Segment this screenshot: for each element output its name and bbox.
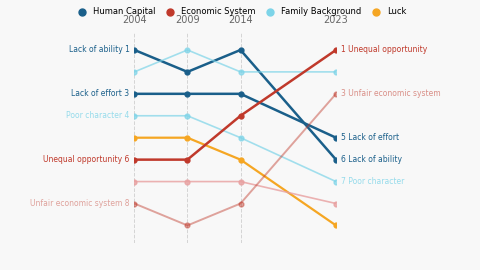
Text: Unequal opportunity 6: Unequal opportunity 6 (43, 155, 130, 164)
Text: 2023: 2023 (324, 15, 348, 25)
Text: 2004: 2004 (122, 15, 147, 25)
Text: 5 Lack of effort: 5 Lack of effort (341, 133, 399, 142)
Legend: Human Capital, Economic System, Family Background, Luck: Human Capital, Economic System, Family B… (70, 4, 410, 20)
Text: Lack of effort 3: Lack of effort 3 (72, 89, 130, 98)
Text: 2009: 2009 (175, 15, 200, 25)
Text: 2014: 2014 (228, 15, 253, 25)
Text: 1 Unequal opportunity: 1 Unequal opportunity (341, 45, 427, 55)
Text: Lack of ability 1: Lack of ability 1 (69, 45, 130, 55)
Text: Unfair economic system 8: Unfair economic system 8 (30, 199, 130, 208)
Text: 6 Lack of ability: 6 Lack of ability (341, 155, 402, 164)
Text: 7 Poor character: 7 Poor character (341, 177, 404, 186)
Text: Poor character 4: Poor character 4 (66, 111, 130, 120)
Text: 3 Unfair economic system: 3 Unfair economic system (341, 89, 441, 98)
